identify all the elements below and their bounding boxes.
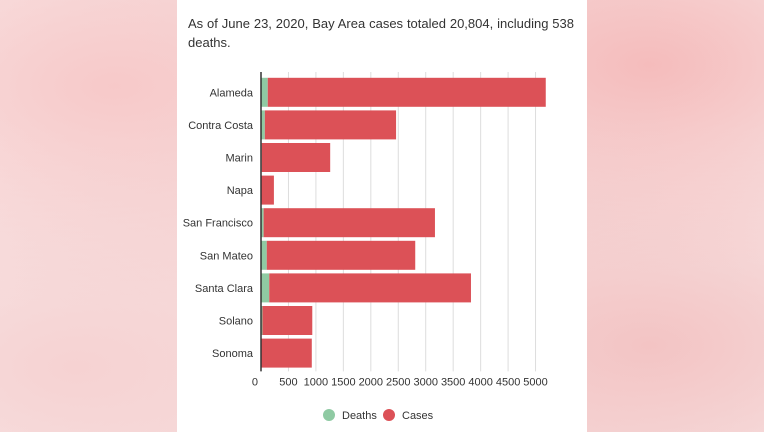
category-label: Sonoma — [212, 348, 254, 360]
bar-cases-santa-clara — [269, 273, 471, 303]
category-label: Napa — [227, 185, 254, 197]
bar-cases-san-mateo — [266, 240, 416, 270]
bar-deaths-alameda — [261, 77, 268, 107]
legend-swatch-deaths — [323, 409, 335, 421]
bar-deaths-san-mateo — [261, 240, 267, 270]
bar-cases-solano — [262, 306, 313, 335]
legend-label-cases: Cases — [402, 410, 434, 422]
chart-card: As of June 23, 2020, Bay Area cases tota… — [177, 0, 587, 432]
category-label: Santa Clara — [195, 283, 254, 295]
x-tick-label: 1500 — [331, 376, 355, 388]
category-labels: Alameda Contra Costa Marin Napa San Francisc… — [183, 87, 254, 360]
x-tick-label: 4000 — [468, 376, 492, 388]
category-label: San Francisco — [183, 218, 253, 230]
legend: Deaths Cases — [323, 409, 434, 422]
bar-cases-sonoma — [261, 338, 312, 368]
bar-deaths-santa-clara — [261, 273, 270, 303]
x-tick-label: 5000 — [523, 376, 547, 388]
bar-cases-marin — [261, 143, 331, 172]
x-tick-label: 4500 — [496, 376, 520, 388]
bars — [261, 77, 546, 368]
category-label: Solano — [219, 316, 253, 328]
x-tick-labels: 0 500 1000 1500 2000 2500 3000 3500 4000 4500 5000 — [252, 376, 548, 388]
legend-label-deaths: Deaths — [342, 410, 377, 422]
x-tick-label: 3500 — [441, 376, 465, 388]
bar-deaths-san-francisco — [261, 208, 264, 238]
x-tick-label: 0 — [252, 376, 258, 388]
x-tick-label: 2000 — [359, 376, 383, 388]
bar-cases-alameda — [267, 77, 546, 107]
category-label: Marin — [225, 153, 253, 165]
bar-cases-napa — [261, 175, 274, 205]
category-label: Contra Costa — [188, 120, 254, 132]
x-tick-label: 2500 — [386, 376, 410, 388]
chart-caption: As of June 23, 2020, Bay Area cases tota… — [188, 16, 574, 50]
bar-cases-contra-costa — [264, 110, 397, 140]
x-tick-label: 1000 — [304, 376, 328, 388]
category-label: San Mateo — [200, 250, 253, 262]
category-label: Alameda — [210, 87, 254, 99]
bar-cases-san-francisco — [263, 208, 435, 238]
x-tick-label: 500 — [279, 376, 297, 388]
bar-deaths-contra-costa — [261, 110, 265, 140]
x-tick-label: 3000 — [413, 376, 437, 388]
bar-chart: Alameda Contra Costa Marin Napa San Francisc… — [183, 72, 548, 422]
legend-swatch-cases — [383, 409, 395, 421]
